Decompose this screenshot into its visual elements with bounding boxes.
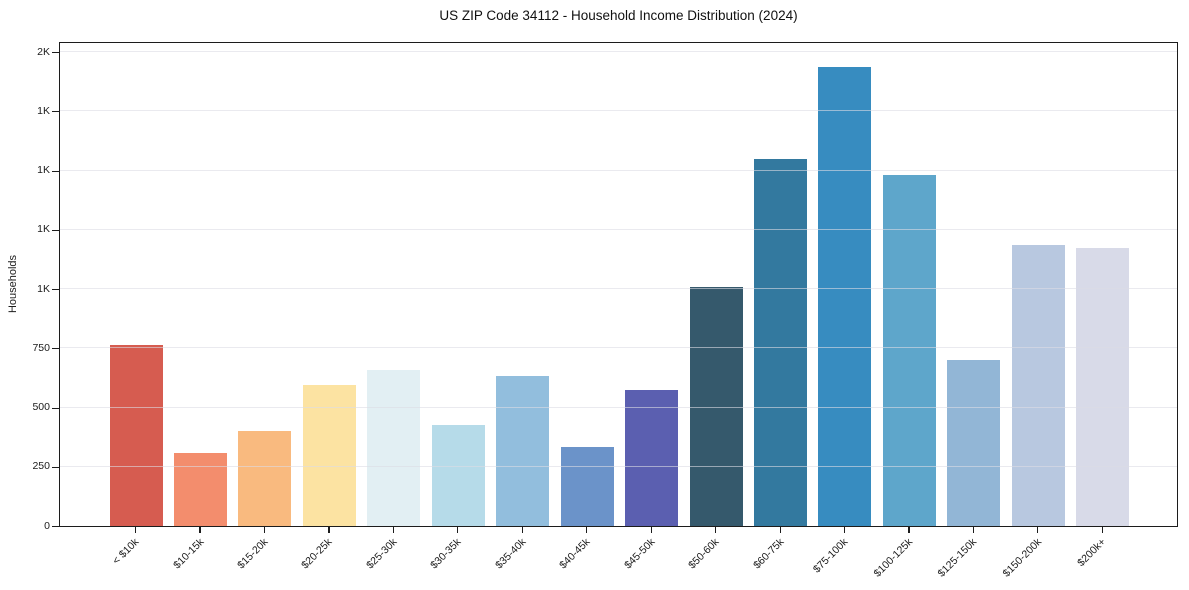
gridline-750: [60, 347, 1177, 349]
x-tick-label: $25-30k: [363, 536, 400, 572]
y-tick-label: 500: [32, 401, 50, 413]
bar-$20-25k: [302, 385, 356, 526]
y-tick-label: 0: [44, 519, 50, 532]
y-tick-label: 250: [32, 460, 50, 473]
y-tick-label: 1K: [37, 164, 50, 176]
y-tick-mark: [52, 111, 59, 113]
x-tick-label: $30-35k: [428, 536, 464, 572]
x-tick-mark: [843, 527, 846, 533]
x-tick-mark: [199, 527, 201, 533]
x-tick-label: $75-100k: [810, 536, 851, 576]
x-tick-label: $20-25k: [299, 536, 335, 572]
y-tick-label: 750: [32, 341, 50, 354]
x-tick-label: $200k+: [1075, 536, 1109, 570]
x-tick-label: $40-45k: [557, 536, 593, 572]
bar-$125-150k: [947, 360, 1001, 526]
x-tick-label: < $10k: [110, 536, 142, 567]
x-tick-label: $50-60k: [686, 536, 722, 572]
gridline-2000: [60, 51, 1177, 52]
gridline-1250: [60, 228, 1177, 230]
y-tick-label: 1K: [37, 223, 50, 236]
gridline-1500: [60, 169, 1177, 171]
y-tick-mark: [52, 170, 59, 172]
y-axis-label: Households: [7, 254, 19, 314]
plot-area: [59, 42, 1178, 527]
y-tick-label: 2K: [37, 45, 50, 58]
x-tick-mark: [779, 527, 781, 533]
y-tick-mark: [52, 348, 59, 350]
x-tick-mark: [457, 527, 459, 533]
gridline-1750: [60, 110, 1177, 112]
bar-$25-30k: [367, 369, 421, 526]
bar-< $10k: [109, 344, 163, 526]
x-tick-mark: [1037, 527, 1039, 533]
gridline-500: [60, 406, 1177, 408]
bar-$30-35k: [431, 425, 485, 526]
gridline-1000: [60, 288, 1177, 289]
bar-$45-50k: [625, 389, 679, 526]
y-tick-mark: [52, 229, 59, 231]
bar-$75-100k: [818, 67, 872, 526]
x-tick-label: $15-20k: [235, 536, 271, 572]
gridline-250: [60, 465, 1177, 467]
x-tick-mark: [135, 527, 137, 533]
x-tick-label: $100-125k: [871, 536, 915, 580]
x-tick-mark: [1101, 527, 1103, 533]
x-tick-label: $10-15k: [170, 536, 206, 572]
x-tick-mark: [715, 527, 717, 533]
bar-$50-60k: [689, 286, 743, 526]
y-tick-label: 1K: [37, 282, 50, 295]
bar-$100-125k: [882, 175, 936, 526]
chart-title: US ZIP Code 34112 - Household Income Dis…: [439, 8, 798, 23]
x-tick-label: $150-200k: [1000, 536, 1044, 580]
x-tick-label: $45-50k: [621, 536, 658, 572]
x-tick-label: $125-150k: [935, 536, 980, 580]
bar-$15-20k: [238, 431, 292, 526]
x-tick-mark: [392, 527, 394, 533]
bar-$10-15k: [173, 452, 227, 526]
y-tick-mark: [52, 407, 59, 409]
bar-$40-45k: [560, 446, 614, 526]
x-tick-label: $35-40k: [492, 536, 529, 572]
bar-$200k+: [1076, 247, 1130, 526]
bar-$150-200k: [1011, 245, 1065, 526]
x-tick-mark: [972, 527, 975, 533]
x-tick-mark: [908, 527, 910, 533]
x-tick-mark: [586, 527, 588, 533]
bar-$60-75k: [754, 158, 807, 526]
x-tick-mark: [328, 527, 330, 533]
x-tick-mark: [650, 527, 652, 533]
y-tick-mark: [52, 52, 59, 54]
x-tick-mark: [263, 527, 266, 533]
y-tick-mark: [52, 526, 59, 528]
x-tick-label: $60-75k: [750, 536, 786, 572]
y-tick-mark: [52, 466, 59, 468]
x-tick-mark: [521, 527, 523, 533]
bar-$35-40k: [496, 375, 550, 526]
y-tick-mark: [52, 289, 59, 291]
y-tick-label: 1K: [37, 104, 50, 117]
